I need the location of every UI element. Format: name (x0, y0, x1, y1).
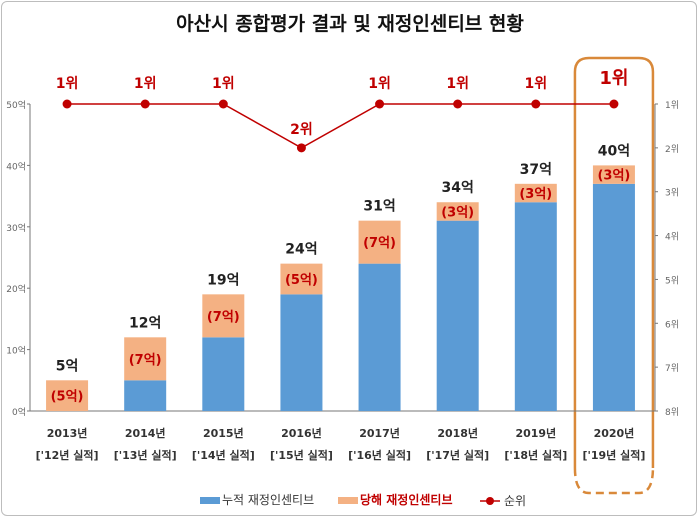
total-label: 19억 (207, 272, 239, 288)
rank-marker (531, 99, 541, 109)
x-tick-label: 2020년 (594, 426, 635, 440)
x-tick-sublabel: ['14년 실적] (192, 448, 255, 462)
right-axis-tick-label: 3위 (665, 188, 679, 199)
right-axis-tick-label: 2위 (665, 144, 679, 155)
x-tick-sublabel: ['16년 실적] (348, 448, 411, 462)
legend-label-current: 당해 재정인센티브 (360, 492, 453, 507)
rank-label: 2위 (290, 122, 313, 138)
rank-label: 1위 (212, 76, 235, 92)
rank-marker (375, 99, 385, 109)
bar-current (124, 337, 167, 381)
bar-current (358, 220, 401, 264)
rank-line (67, 103, 614, 149)
total-label: 12억 (129, 315, 161, 331)
bar-cumulative (592, 183, 635, 411)
rank-marker (218, 99, 228, 109)
x-tick-sublabel: ['17년 실적] (426, 448, 489, 462)
legend-swatch-cumulative (200, 497, 220, 504)
x-tick-sublabel: ['13년 실적] (114, 448, 177, 462)
rank-marker (609, 99, 619, 109)
rank-label: 1위 (368, 76, 391, 92)
x-tick-label: 2017년 (359, 426, 400, 440)
rank-marker (62, 99, 72, 109)
x-tick-label: 2013년 (47, 426, 88, 440)
bar-current-label: (5억) (285, 273, 318, 288)
total-label: 34억 (442, 180, 474, 196)
bar-cumulative (358, 263, 401, 411)
rank-label: 1위 (525, 76, 548, 92)
x-tick-label: 2016년 (281, 426, 322, 440)
total-label: 31억 (363, 199, 395, 215)
left-axis-tick-label: 10억 (6, 345, 26, 357)
left-axis-tick-label: 40억 (6, 160, 26, 172)
right-axis-tick-label: 1위 (665, 100, 679, 111)
rank-marker (140, 99, 150, 109)
bar-current-label: (5억) (51, 390, 84, 405)
rank-label: 1위 (599, 68, 628, 89)
highlight-box (573, 56, 655, 468)
bar-current-label: (7억) (363, 236, 396, 251)
bar-current-label: (3억) (519, 187, 552, 202)
total-label: 37억 (520, 162, 552, 178)
right-axis-tick-label: 8위 (665, 407, 679, 418)
bar-current-label: (3억) (441, 205, 474, 220)
bar-current (202, 294, 245, 338)
x-tick-sublabel: ['12년 실적] (36, 448, 99, 462)
right-axis-tick-label: 5위 (665, 275, 679, 286)
right-axis-tick-label: 7위 (665, 363, 679, 374)
highlight-box-dashed (573, 467, 655, 495)
x-tick-sublabel: ['19년 실적] (582, 448, 645, 462)
bar-current-label: (7억) (129, 353, 162, 368)
bar-current-label: (3억) (597, 169, 630, 184)
bar-cumulative (124, 380, 167, 411)
bar-cumulative (514, 202, 557, 411)
x-tick-label: 2018년 (437, 426, 478, 440)
bar-current (514, 183, 557, 203)
bar-current (592, 165, 635, 184)
x-tick-sublabel: ['18년 실적] (504, 448, 567, 462)
bar-cumulative (202, 337, 245, 411)
left-axis-tick-label: 30억 (6, 222, 26, 234)
total-label: 5억 (56, 358, 79, 374)
bar-current (436, 202, 479, 221)
rank-label: 1위 (56, 76, 79, 92)
left-axis-tick-label: 0억 (12, 406, 26, 418)
chart-title: 아산시 종합평가 결과 및 재정인센티브 현황 (176, 12, 524, 35)
rank-marker (296, 143, 306, 153)
legend-label-rank: 순위 (504, 494, 526, 508)
x-tick-sublabel: ['15년 실적] (270, 448, 333, 462)
bar-current (280, 263, 323, 295)
legend-label-cumulative: 누적 재정인센티브 (222, 493, 314, 507)
x-tick-label: 2014년 (125, 426, 166, 440)
legend-swatch-current (338, 497, 358, 504)
right-axis-tick-label: 4위 (665, 232, 679, 243)
x-tick-label: 2015년 (203, 426, 244, 440)
right-axis-tick-label: 6위 (665, 319, 679, 330)
total-label: 24억 (285, 242, 317, 258)
left-axis-tick-label: 20억 (6, 283, 26, 295)
bar-cumulative (280, 294, 323, 411)
bar-current (46, 380, 89, 411)
x-tick-label: 2019년 (515, 426, 556, 440)
rank-label: 1위 (446, 76, 469, 92)
total-label: 40억 (598, 143, 630, 159)
legend-swatch-rank-marker (486, 497, 494, 505)
rank-label: 1위 (134, 76, 157, 92)
bar-current-label: (7억) (207, 310, 240, 325)
bar-cumulative (436, 220, 479, 411)
left-axis-tick-label: 50억 (6, 99, 26, 111)
rank-marker (453, 99, 463, 109)
